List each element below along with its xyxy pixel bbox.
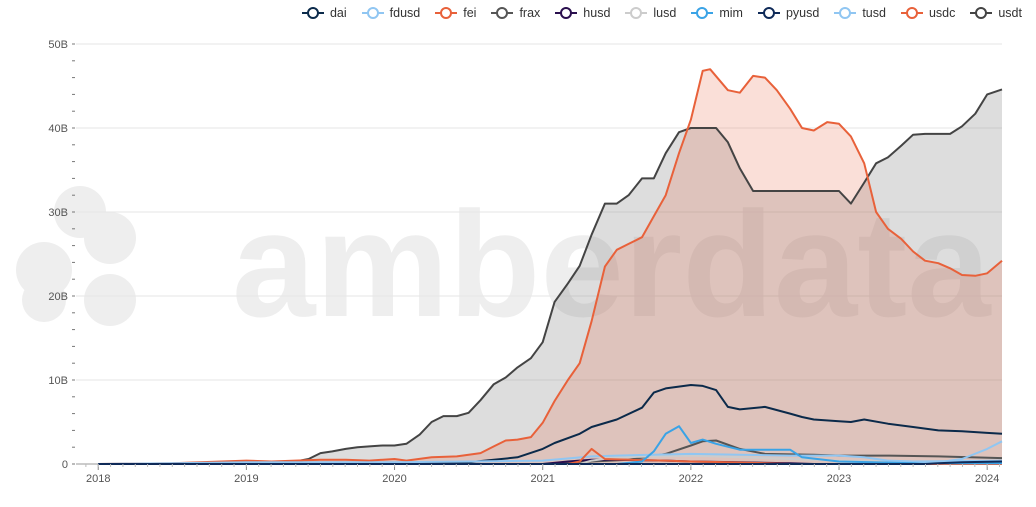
legend-label: tusd: [862, 6, 886, 20]
legend-label: pyusd: [785, 6, 820, 20]
x-tick-label: 2021: [530, 473, 554, 485]
legend-item-tusd[interactable]: tusd: [833, 6, 886, 20]
legend-item-lusd[interactable]: lusd: [624, 6, 676, 20]
legend-swatch-icon: [834, 7, 857, 19]
legend-label: lusd: [653, 6, 677, 20]
line-pyusd[interactable]: [98, 460, 1003, 465]
legend-label: fdusd: [389, 6, 421, 20]
x-tick-label: 2020: [382, 473, 406, 485]
legend: dai fdusd fei frax husd lusd mim pyusd tusd usdc u…: [301, 6, 1022, 20]
x-tick-label: 2018: [86, 473, 110, 485]
legend-item-fdusd[interactable]: fdusd: [361, 6, 421, 20]
legend-item-usdc[interactable]: usdc: [900, 6, 955, 20]
line-usdt[interactable]: [98, 88, 1003, 465]
line-mim[interactable]: [98, 425, 1002, 465]
area-usdc: [98, 69, 1002, 464]
legend-swatch-icon: [625, 7, 648, 19]
legend-label: fei: [463, 6, 477, 20]
legend-label: usdt: [998, 6, 1022, 20]
legend-item-husd[interactable]: husd: [554, 6, 610, 20]
y-tick-label: 50B: [48, 39, 68, 51]
legend-label: usdc: [928, 6, 956, 20]
legend-item-fei[interactable]: fei: [434, 6, 476, 20]
legend-item-frax[interactable]: frax: [490, 6, 540, 20]
legend-swatch-icon: [361, 7, 384, 19]
legend-swatch-icon: [301, 7, 324, 19]
watermark-text: amberdata: [232, 180, 992, 348]
legend-swatch-icon: [691, 7, 714, 19]
legend-item-pyusd[interactable]: pyusd: [757, 6, 819, 20]
legend-label: dai: [329, 6, 347, 20]
legend-swatch-icon: [900, 7, 923, 19]
series-areas: [98, 69, 1002, 465]
y-tick-label: 0: [62, 459, 68, 471]
legend-swatch-icon: [970, 7, 993, 19]
x-tick-label: 2022: [679, 473, 703, 485]
legend-swatch-icon: [435, 7, 458, 19]
line-usdc[interactable]: [98, 68, 1003, 465]
legend-swatch-icon: [555, 7, 578, 19]
legend-swatch-icon: [757, 7, 780, 19]
legend-label: mim: [719, 6, 743, 20]
y-tick-label: 40B: [48, 123, 68, 135]
x-tick-label: 2019: [234, 473, 258, 485]
legend-label: husd: [583, 6, 611, 20]
legend-label: frax: [519, 6, 541, 20]
axes: 0 10B 20B 30B 40B 50B 2018 2019 2020 2021 2022 2023…: [48, 39, 1001, 485]
series-lines: [98, 68, 1003, 465]
watermark: amberdata: [16, 180, 992, 348]
legend-swatch-icon: [491, 7, 514, 19]
line-tusd[interactable]: [98, 452, 1003, 465]
legend-item-usdt[interactable]: usdt: [969, 6, 1022, 20]
y-tick-label: 20B: [48, 291, 68, 303]
area-usdt: [98, 89, 1002, 465]
x-tick-label: 2023: [827, 473, 851, 485]
x-tick-label: 2024: [975, 473, 999, 485]
y-tick-label: 30B: [48, 207, 68, 219]
y-tick-label: 10B: [48, 375, 68, 387]
line-dai[interactable]: [98, 384, 1003, 465]
legend-item-mim[interactable]: mim: [690, 6, 743, 20]
legend-item-dai[interactable]: dai: [301, 6, 347, 20]
